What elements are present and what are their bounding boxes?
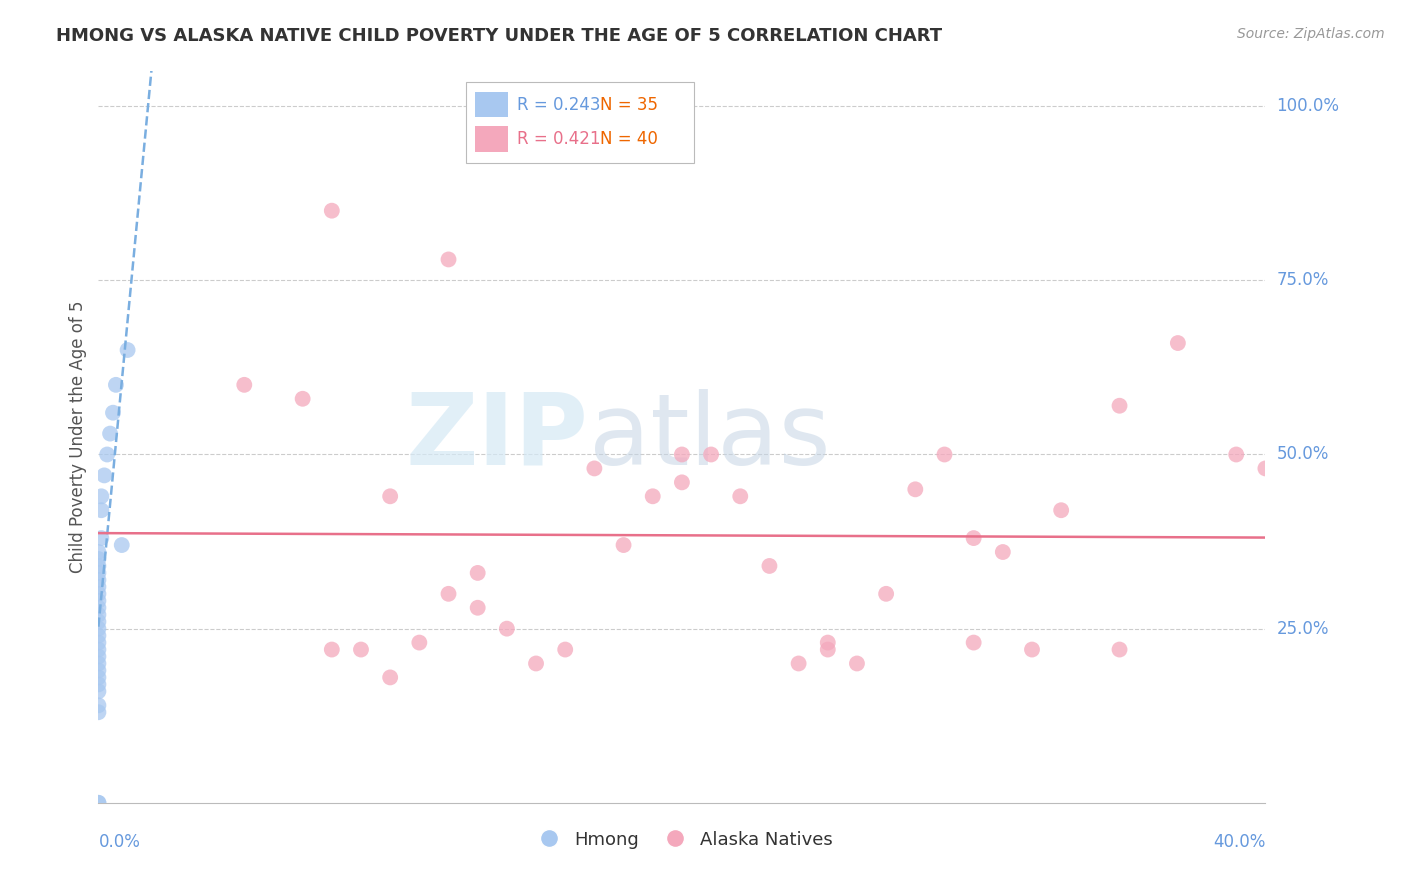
Point	[904, 483, 927, 497]
Point	[87, 607, 110, 622]
Point	[467, 600, 489, 615]
Text: 25.0%: 25.0%	[1277, 620, 1329, 638]
Point	[104, 377, 127, 392]
Point	[87, 622, 110, 636]
Text: 75.0%: 75.0%	[1277, 271, 1329, 289]
Point	[233, 377, 256, 392]
Point	[1021, 642, 1043, 657]
Point	[87, 635, 110, 649]
Point	[787, 657, 810, 671]
Point	[87, 573, 110, 587]
Text: 50.0%: 50.0%	[1277, 445, 1329, 464]
Text: HMONG VS ALASKA NATIVE CHILD POVERTY UNDER THE AGE OF 5 CORRELATION CHART: HMONG VS ALASKA NATIVE CHILD POVERTY UND…	[56, 27, 942, 45]
Point	[87, 664, 110, 678]
Text: R = 0.421: R = 0.421	[517, 130, 600, 148]
Point	[408, 635, 430, 649]
Point	[1050, 503, 1073, 517]
Point	[93, 468, 115, 483]
Point	[846, 657, 869, 671]
Text: 100.0%: 100.0%	[1277, 97, 1340, 115]
Point	[87, 649, 110, 664]
Point	[496, 622, 519, 636]
Point	[467, 566, 489, 580]
Point	[87, 642, 110, 657]
Point	[87, 796, 110, 810]
FancyBboxPatch shape	[475, 126, 508, 152]
Point	[671, 475, 693, 490]
Text: Source: ZipAtlas.com: Source: ZipAtlas.com	[1237, 27, 1385, 41]
Point	[1108, 642, 1130, 657]
Point	[817, 642, 839, 657]
Text: 0.0%: 0.0%	[98, 833, 141, 851]
Point	[817, 635, 839, 649]
Point	[321, 642, 343, 657]
Point	[380, 670, 402, 684]
Point	[101, 406, 124, 420]
Point	[87, 552, 110, 566]
Point	[671, 448, 693, 462]
Point	[934, 448, 956, 462]
Point	[962, 635, 984, 649]
Point	[87, 600, 110, 615]
Point	[1167, 336, 1189, 351]
Legend: Hmong, Alaska Natives: Hmong, Alaska Natives	[523, 823, 841, 856]
Point	[641, 489, 664, 503]
Point	[87, 580, 110, 594]
Point	[87, 629, 110, 643]
Point	[98, 426, 121, 441]
Point	[87, 677, 110, 691]
Point	[350, 642, 373, 657]
Point	[87, 670, 110, 684]
Point	[437, 587, 460, 601]
Point	[90, 503, 112, 517]
Point	[87, 705, 110, 719]
Point	[87, 587, 110, 601]
Point	[730, 489, 752, 503]
Point	[612, 538, 634, 552]
Point	[87, 684, 110, 698]
Y-axis label: Child Poverty Under the Age of 5: Child Poverty Under the Age of 5	[69, 301, 87, 574]
Point	[991, 545, 1014, 559]
FancyBboxPatch shape	[475, 92, 508, 118]
Point	[90, 489, 112, 503]
Point	[90, 531, 112, 545]
Point	[583, 461, 606, 475]
Text: N = 40: N = 40	[600, 130, 658, 148]
Text: atlas: atlas	[589, 389, 830, 485]
Point	[321, 203, 343, 218]
Point	[524, 657, 547, 671]
Text: 40.0%: 40.0%	[1213, 833, 1265, 851]
Point	[87, 558, 110, 573]
Point	[87, 545, 110, 559]
Point	[700, 448, 723, 462]
Point	[87, 796, 110, 810]
FancyBboxPatch shape	[465, 82, 693, 163]
Point	[87, 657, 110, 671]
Point	[117, 343, 139, 357]
Point	[87, 698, 110, 713]
Point	[87, 566, 110, 580]
Point	[1225, 448, 1247, 462]
Text: ZIP: ZIP	[406, 389, 589, 485]
Point	[554, 642, 576, 657]
Text: R = 0.243: R = 0.243	[517, 96, 600, 114]
Point	[1108, 399, 1130, 413]
Point	[758, 558, 780, 573]
Point	[380, 489, 402, 503]
Point	[96, 448, 118, 462]
Point	[962, 531, 984, 545]
Point	[437, 252, 460, 267]
Text: N = 35: N = 35	[600, 96, 658, 114]
Point	[875, 587, 897, 601]
Point	[87, 594, 110, 608]
Point	[291, 392, 314, 406]
Point	[87, 615, 110, 629]
Point	[1254, 461, 1277, 475]
Point	[111, 538, 134, 552]
